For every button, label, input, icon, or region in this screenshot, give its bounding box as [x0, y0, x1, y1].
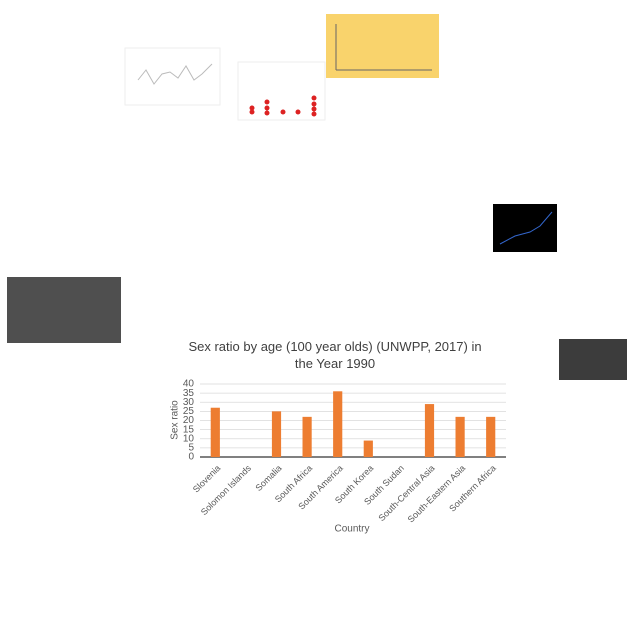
x-tick-label: Slovenia: [191, 463, 222, 494]
x-tick-label: South-Eastern Asia: [406, 463, 468, 525]
bar: [424, 404, 435, 457]
bar: [302, 416, 312, 457]
thumbnail-dot-chart: [237, 61, 326, 121]
x-tick-label: South-Central Asia: [376, 463, 436, 523]
y-tick-label: 10: [183, 433, 195, 444]
bar: [455, 416, 465, 457]
thumbnail-scatter-yellow: [326, 14, 439, 78]
bar: [333, 391, 343, 457]
chart-title: Sex ratio by age (100 year olds) (UNWPP,…: [188, 339, 482, 371]
y-tick-label: 40: [183, 379, 195, 390]
thumbnail-dark-chart: [559, 339, 627, 380]
y-tick-label: 20: [183, 415, 195, 426]
bar: [486, 416, 496, 457]
bar: [363, 440, 373, 457]
y-axis-label: Sex ratio: [170, 400, 181, 440]
y-tick-label: 5: [188, 443, 194, 454]
y-tick-label: 0: [188, 452, 194, 463]
x-axis-label: Country: [334, 524, 369, 535]
thumbnail-black-line: [493, 204, 557, 252]
bar: [210, 407, 220, 457]
thumbnail-line-chart: [124, 47, 221, 106]
y-tick-label: 25: [183, 406, 195, 417]
y-tick-label: 30: [183, 397, 195, 408]
bar: [271, 411, 282, 457]
y-tick-label: 35: [183, 388, 195, 399]
y-tick-label: 15: [183, 424, 195, 435]
x-tick-label: Somalia: [254, 463, 284, 493]
thumbnail-gray-scatter: [7, 277, 121, 343]
